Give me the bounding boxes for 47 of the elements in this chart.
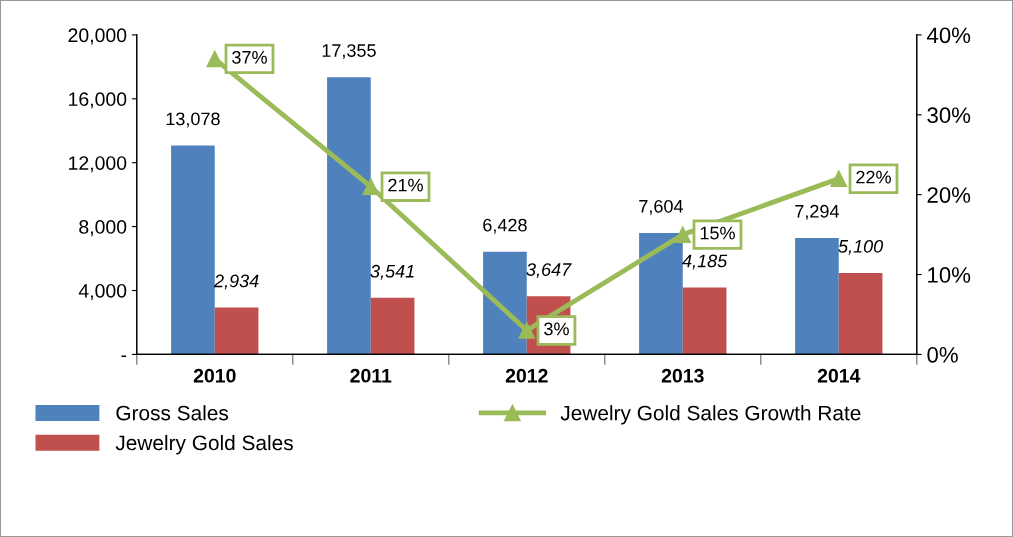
data-label: 3,541 xyxy=(370,264,414,280)
data-label: 6,428 xyxy=(483,218,527,234)
bar xyxy=(795,237,839,355)
point xyxy=(674,226,692,243)
point xyxy=(518,322,536,339)
data-label: 3% xyxy=(544,322,569,336)
bar xyxy=(370,297,415,355)
x-tick-label: 2011 xyxy=(350,368,392,383)
y2-tick-label: 10% xyxy=(928,267,971,283)
y-tick-label: 8,000 xyxy=(79,220,127,237)
x-tick-label: 2012 xyxy=(505,368,548,383)
y-tick-label: 20,000 xyxy=(68,28,127,45)
legend-label: Gross Sales xyxy=(116,405,229,421)
data-label: 17,355 xyxy=(322,44,376,60)
bar xyxy=(838,272,883,355)
data-label: 7,294 xyxy=(795,204,839,220)
bar xyxy=(682,287,727,355)
y-tick-label: 4,000 xyxy=(78,283,127,301)
point xyxy=(206,50,224,68)
data-label: 37% xyxy=(232,50,267,64)
y2-tick-label: 30% xyxy=(927,107,971,124)
data-label: 13,078 xyxy=(166,112,220,128)
data-label: 3,647 xyxy=(526,263,572,279)
y2-tick-label: 40% xyxy=(927,27,971,44)
y2-tick-label: 20% xyxy=(927,187,971,203)
data-label: 22% xyxy=(856,170,891,184)
y-tick-label: 12,000 xyxy=(69,156,127,173)
bar xyxy=(171,145,215,355)
data-label: 5,100 xyxy=(838,239,884,255)
data-label: 7,604 xyxy=(639,199,683,215)
bar xyxy=(639,232,683,355)
y-tick-label: - xyxy=(121,355,127,358)
data-label: 15% xyxy=(700,226,735,240)
y2-tick-label: 0% xyxy=(927,346,958,363)
y-tick-label: 16,000 xyxy=(69,92,127,109)
data-label: 2,934 xyxy=(213,274,259,290)
bar xyxy=(327,77,371,355)
legend-label: Jewelry Gold Sales xyxy=(115,434,293,455)
bar xyxy=(214,307,259,355)
x-tick-label: 2014 xyxy=(817,368,861,383)
legend-label: Jewelry Gold Sales Growth Rate xyxy=(560,405,861,425)
data-label: 21% xyxy=(388,178,423,192)
x-tick-label: 2010 xyxy=(193,368,236,383)
x-tick-label: 2013 xyxy=(661,368,704,383)
bar xyxy=(483,251,527,355)
data-label: 4,185 xyxy=(682,254,728,270)
point xyxy=(830,170,848,188)
